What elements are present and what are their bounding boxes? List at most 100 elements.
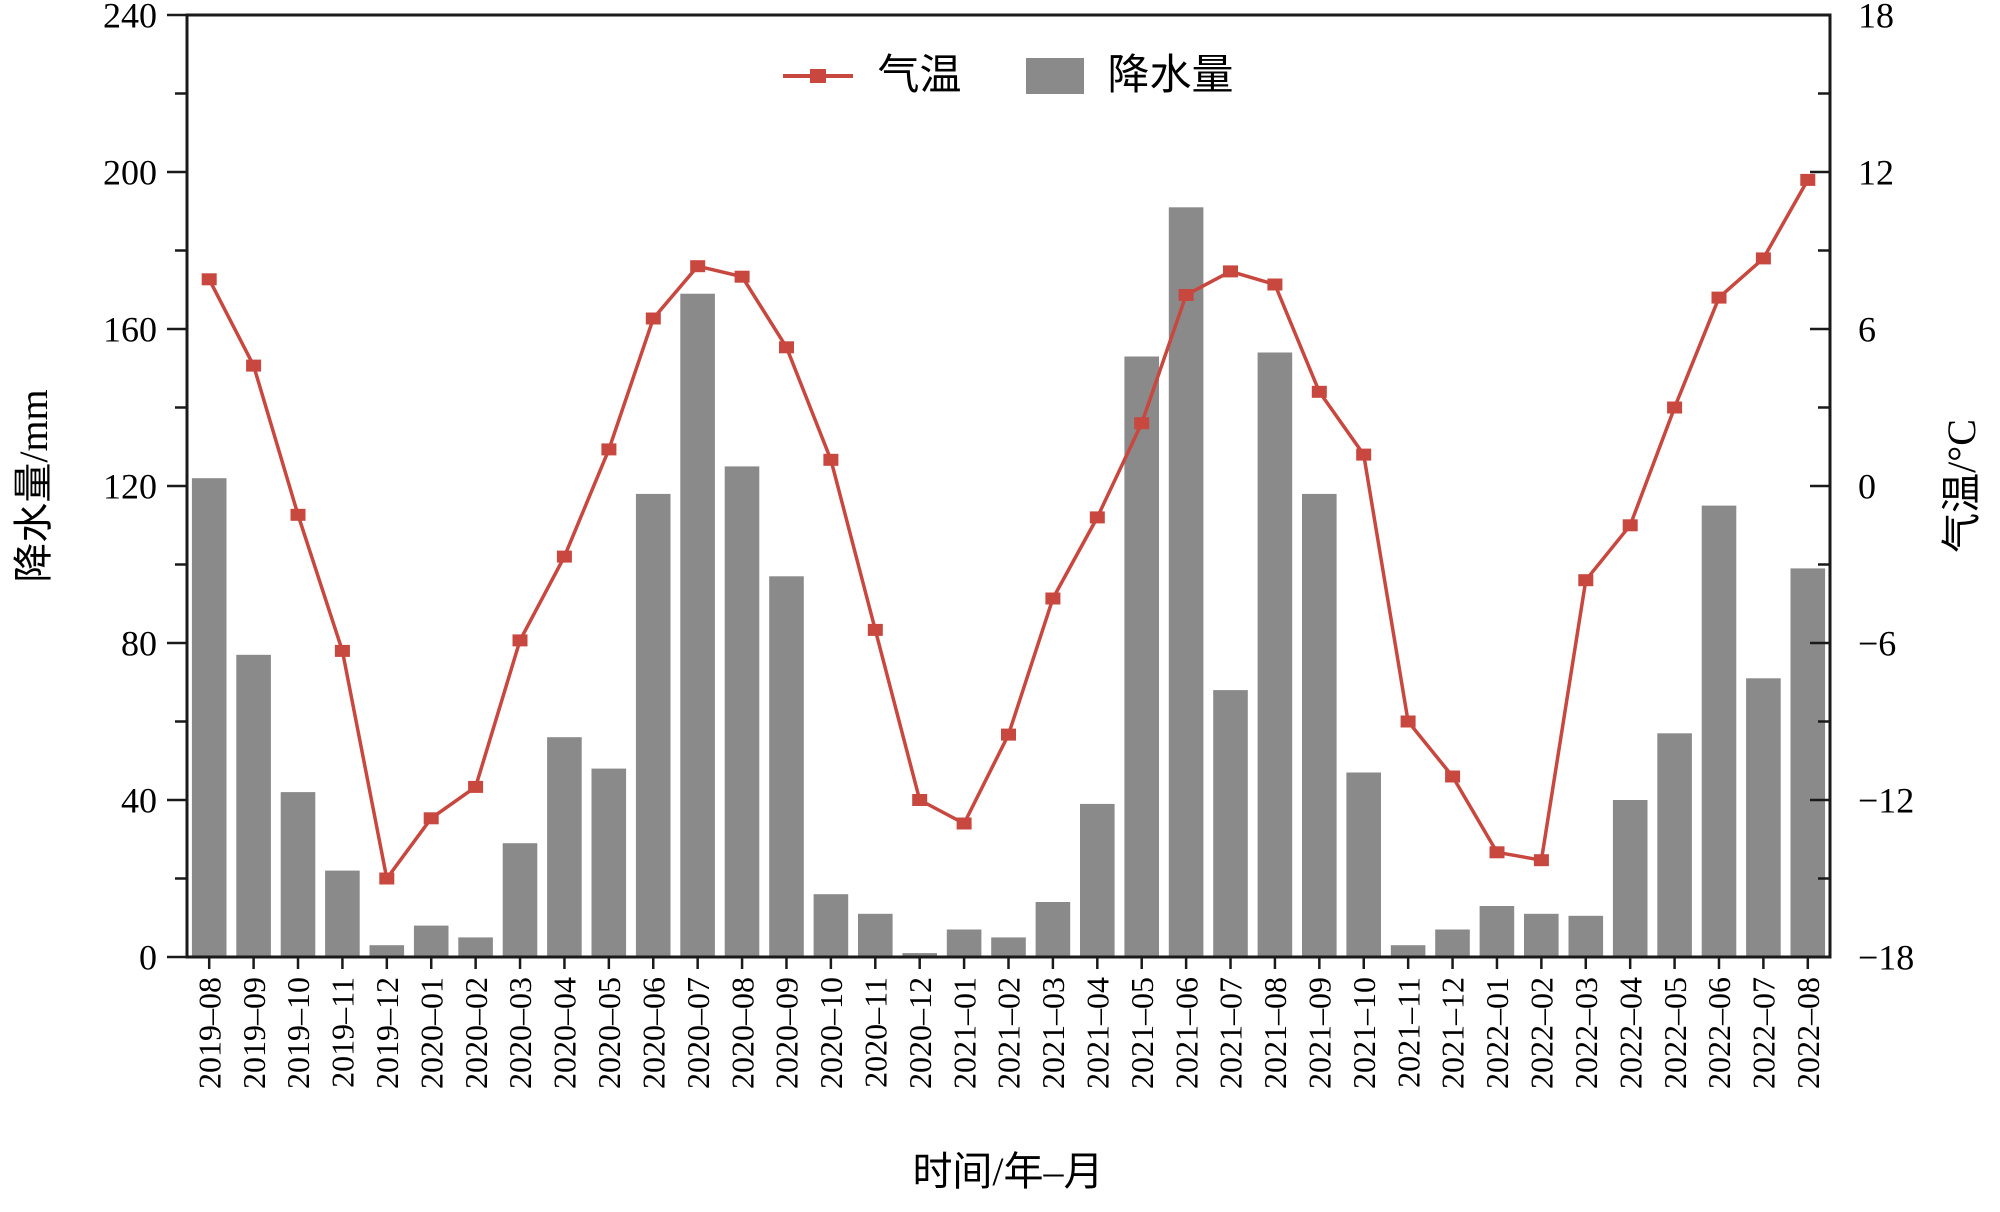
tick-label: 2020–06	[635, 977, 671, 1089]
marker-2021–09	[1311, 385, 1327, 398]
temperature-line	[207, 179, 1810, 883]
tick-label: 2022–08	[1790, 977, 1826, 1089]
tick-label: 2020–12	[902, 977, 938, 1089]
bar-2021–10	[1346, 772, 1381, 957]
axis-ticks	[167, 13, 1830, 969]
tick-label: 2021–12	[1435, 977, 1471, 1089]
tick-label: 2022–01	[1479, 977, 1515, 1089]
bar-2021–02	[991, 937, 1026, 957]
bar-2020–11	[858, 913, 893, 957]
tick-label: 2020–07	[680, 977, 716, 1089]
tick-label: 2021–01	[946, 977, 982, 1089]
tick-label: 2021–05	[1124, 977, 1160, 1089]
marker-2022–01	[1489, 846, 1505, 859]
bar-2021–01	[946, 929, 982, 957]
tick-label: 6	[1858, 310, 1876, 350]
precipitation-bars	[191, 207, 1826, 958]
bar-2020–08	[724, 466, 760, 957]
marker-2020–05	[601, 443, 617, 456]
tick-label: 2019–10	[280, 977, 316, 1089]
tick-label: 2022–02	[1524, 977, 1560, 1089]
marker-2019–08	[201, 273, 217, 286]
marker-2021–12	[1445, 770, 1461, 783]
tick-label: 0	[1858, 467, 1876, 507]
bar-2019–08	[191, 478, 227, 957]
tick-label: 2020–03	[502, 977, 538, 1089]
bar-2019–09	[236, 654, 271, 957]
tick-label: 2021–04	[1080, 977, 1116, 1089]
marker-2021–08	[1267, 278, 1283, 291]
marker-2020–02	[468, 780, 484, 793]
tick-label: 2020–10	[813, 977, 849, 1089]
tick-label: 240	[103, 0, 157, 36]
tick-label: −12	[1858, 781, 1914, 821]
bar-2020–10	[813, 894, 849, 957]
marker-2022–02	[1533, 854, 1549, 867]
bar-2020–04	[547, 737, 582, 957]
marker-2021–07	[1223, 265, 1238, 278]
bar-2021–04	[1080, 803, 1115, 957]
bar-2020–06	[635, 493, 671, 957]
bar-2021–11	[1390, 945, 1426, 957]
bar-2020–02	[458, 937, 493, 957]
tick-label: 2021–09	[1302, 977, 1338, 1089]
marker-2020–11	[867, 623, 883, 636]
bar-2022–03	[1568, 915, 1604, 957]
marker-2020–09	[779, 341, 794, 354]
marker-2021–05	[1134, 417, 1150, 430]
tick-label: 2021–10	[1346, 977, 1382, 1089]
tick-label: 2019–09	[236, 977, 272, 1089]
marker-2020–08	[734, 270, 750, 283]
marker-2020–06	[645, 312, 661, 325]
bar-2021–06	[1168, 207, 1204, 958]
marker-2021–01	[956, 817, 972, 830]
marker-2021–04	[1089, 511, 1105, 524]
tick-label: 80	[121, 624, 157, 664]
marker-2022–05	[1667, 401, 1683, 414]
marker-2019–10	[290, 508, 306, 521]
y-axis-title-right: 气温/°C	[1939, 419, 1984, 553]
bar-2021–09	[1302, 493, 1337, 957]
tick-label: 2019–11	[325, 977, 361, 1088]
y-axis-title-left: 降水量/mm	[11, 389, 56, 583]
tick-label: 2020–04	[547, 977, 583, 1089]
tick-label: 160	[103, 310, 157, 350]
marker-2020–04	[556, 550, 572, 563]
marker-2020–12	[912, 794, 928, 806]
tick-label: 2022–05	[1657, 977, 1693, 1089]
tick-label: 2020–08	[724, 977, 760, 1089]
marker-2021–11	[1400, 715, 1416, 728]
bar-2022–01	[1479, 906, 1515, 957]
marker-2020–10	[823, 453, 839, 466]
bar-2019–12	[369, 945, 405, 957]
tick-label: 12	[1858, 153, 1894, 193]
bar-2022–08	[1790, 568, 1826, 957]
tick-label: 2020–02	[458, 977, 494, 1089]
marker-2021–06	[1178, 289, 1194, 301]
bar-2020–07	[680, 293, 715, 957]
marker-2019–12	[379, 872, 395, 885]
tick-label: 2021–07	[1213, 977, 1249, 1089]
bar-2021–08	[1257, 352, 1293, 957]
tick-label: 2022–06	[1701, 977, 1737, 1089]
bar-2021–12	[1435, 929, 1470, 957]
tick-label: 18	[1858, 0, 1894, 36]
tick-label: 2022–04	[1612, 977, 1648, 1089]
bar-2020–09	[769, 576, 804, 957]
marker-2019–09	[246, 359, 262, 372]
bar-2022–04	[1612, 800, 1648, 957]
tick-label: 2021–08	[1257, 977, 1293, 1089]
bar-2021–07	[1213, 690, 1248, 957]
marker-2022–06	[1711, 291, 1727, 304]
bar-2020–03	[502, 843, 538, 957]
bar-2021–03	[1035, 902, 1071, 957]
marker-2020–07	[690, 260, 706, 273]
tick-label: 200	[103, 153, 157, 193]
tick-label: 2020–11	[857, 977, 893, 1088]
marker-2020–01	[423, 812, 439, 825]
tick-label: 2020–09	[769, 977, 805, 1089]
bar-2022–05	[1657, 733, 1692, 957]
temperature-markers	[201, 173, 1816, 885]
marker-2022–07	[1755, 252, 1771, 265]
